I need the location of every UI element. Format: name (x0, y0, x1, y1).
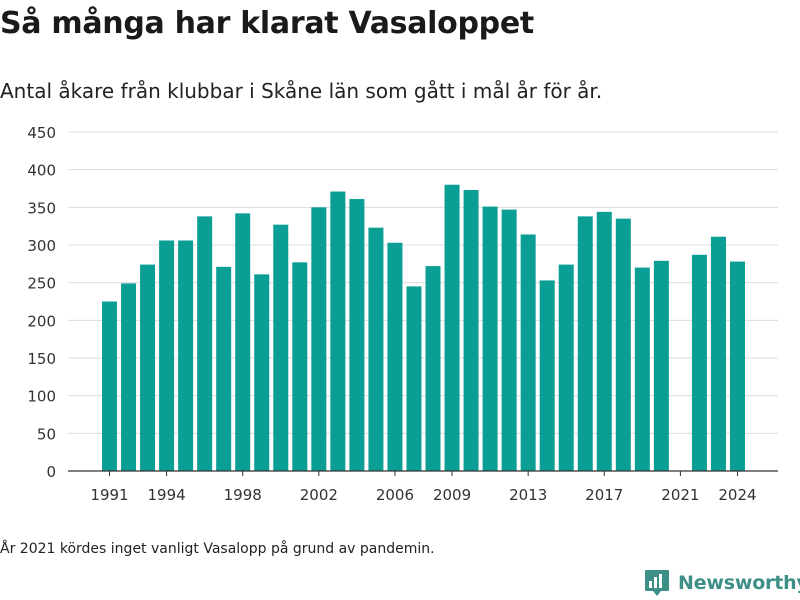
bar-1996 (197, 216, 213, 471)
bar-chart-logo-icon (645, 570, 669, 596)
bar-1998 (235, 213, 251, 472)
bar-2011 (482, 206, 498, 471)
brand-name: Newsworthy (678, 572, 800, 594)
gridlines (68, 131, 778, 434)
y-tick-label: 0 (46, 463, 56, 481)
x-axis-labels: 1991 1994 1998 2002 2006 2009 2013 2017 2021 2024 (90, 471, 757, 504)
x-tick-label: 2013 (509, 486, 547, 504)
y-axis-labels: 0 50 100 150 200 250 300 350 400 450 (27, 124, 56, 481)
footnote: År 2021 kördes inget vanligt Vasalopp på… (0, 541, 435, 557)
bar-2010 (463, 190, 479, 472)
bar-2020 (653, 260, 669, 471)
bar-2015 (558, 264, 574, 471)
bar-2002 (311, 207, 327, 471)
y-tick-label: 400 (27, 162, 56, 180)
x-tick-label: 2002 (300, 486, 338, 504)
bar-2009 (444, 184, 460, 471)
y-tick-label: 250 (27, 275, 56, 293)
bars (102, 184, 745, 472)
bar-2014 (539, 280, 555, 471)
bar-2006 (387, 242, 403, 471)
brand-logo[interactable]: Newsworthy (644, 568, 800, 598)
bar-2022 (691, 254, 707, 471)
y-tick-label: 200 (27, 312, 56, 330)
x-tick-label: 2017 (585, 486, 623, 504)
x-tick-label: 1994 (147, 486, 185, 504)
bar-2000 (273, 224, 289, 471)
x-tick-label: 1991 (90, 486, 128, 504)
bar-1999 (254, 274, 270, 471)
x-tick-label: 2009 (433, 486, 471, 504)
bar-1995 (178, 240, 194, 471)
bar-2001 (292, 262, 308, 471)
x-tick-label: 2021 (661, 486, 699, 504)
bar-1991 (102, 301, 117, 471)
bar-1992 (121, 283, 137, 471)
bar-1993 (140, 264, 156, 471)
y-tick-label: 300 (27, 237, 56, 255)
x-tick-label: 2006 (376, 486, 414, 504)
chart-subtitle: Antal åkare från klubbar i Skåne län som… (0, 79, 603, 103)
bar-chart: 0 50 100 150 200 250 300 350 400 450 1991 1994 1998… (27, 124, 778, 504)
bar-2018 (615, 218, 631, 471)
bar-2007 (406, 286, 422, 471)
y-tick-label: 350 (27, 199, 56, 217)
x-tick-label: 1998 (224, 486, 262, 504)
bar-2024 (729, 261, 745, 471)
y-tick-label: 100 (27, 388, 56, 406)
bar-2023 (710, 236, 726, 471)
bar-2012 (501, 209, 517, 471)
bar-2017 (596, 211, 612, 471)
x-tick-label: 2024 (718, 486, 756, 504)
chart-title: Så många har klarat Vasaloppet (0, 6, 534, 41)
bar-1997 (216, 266, 232, 471)
bar-2019 (634, 267, 650, 471)
y-tick-label: 450 (27, 124, 56, 142)
y-tick-label: 50 (37, 425, 56, 443)
bar-2016 (577, 216, 593, 471)
bar-2008 (425, 266, 441, 471)
bar-2004 (349, 199, 365, 471)
bar-1994 (159, 240, 175, 471)
bar-2005 (368, 227, 384, 471)
y-tick-label: 150 (27, 350, 56, 368)
bar-2003 (330, 191, 346, 471)
bar-2013 (520, 234, 536, 471)
